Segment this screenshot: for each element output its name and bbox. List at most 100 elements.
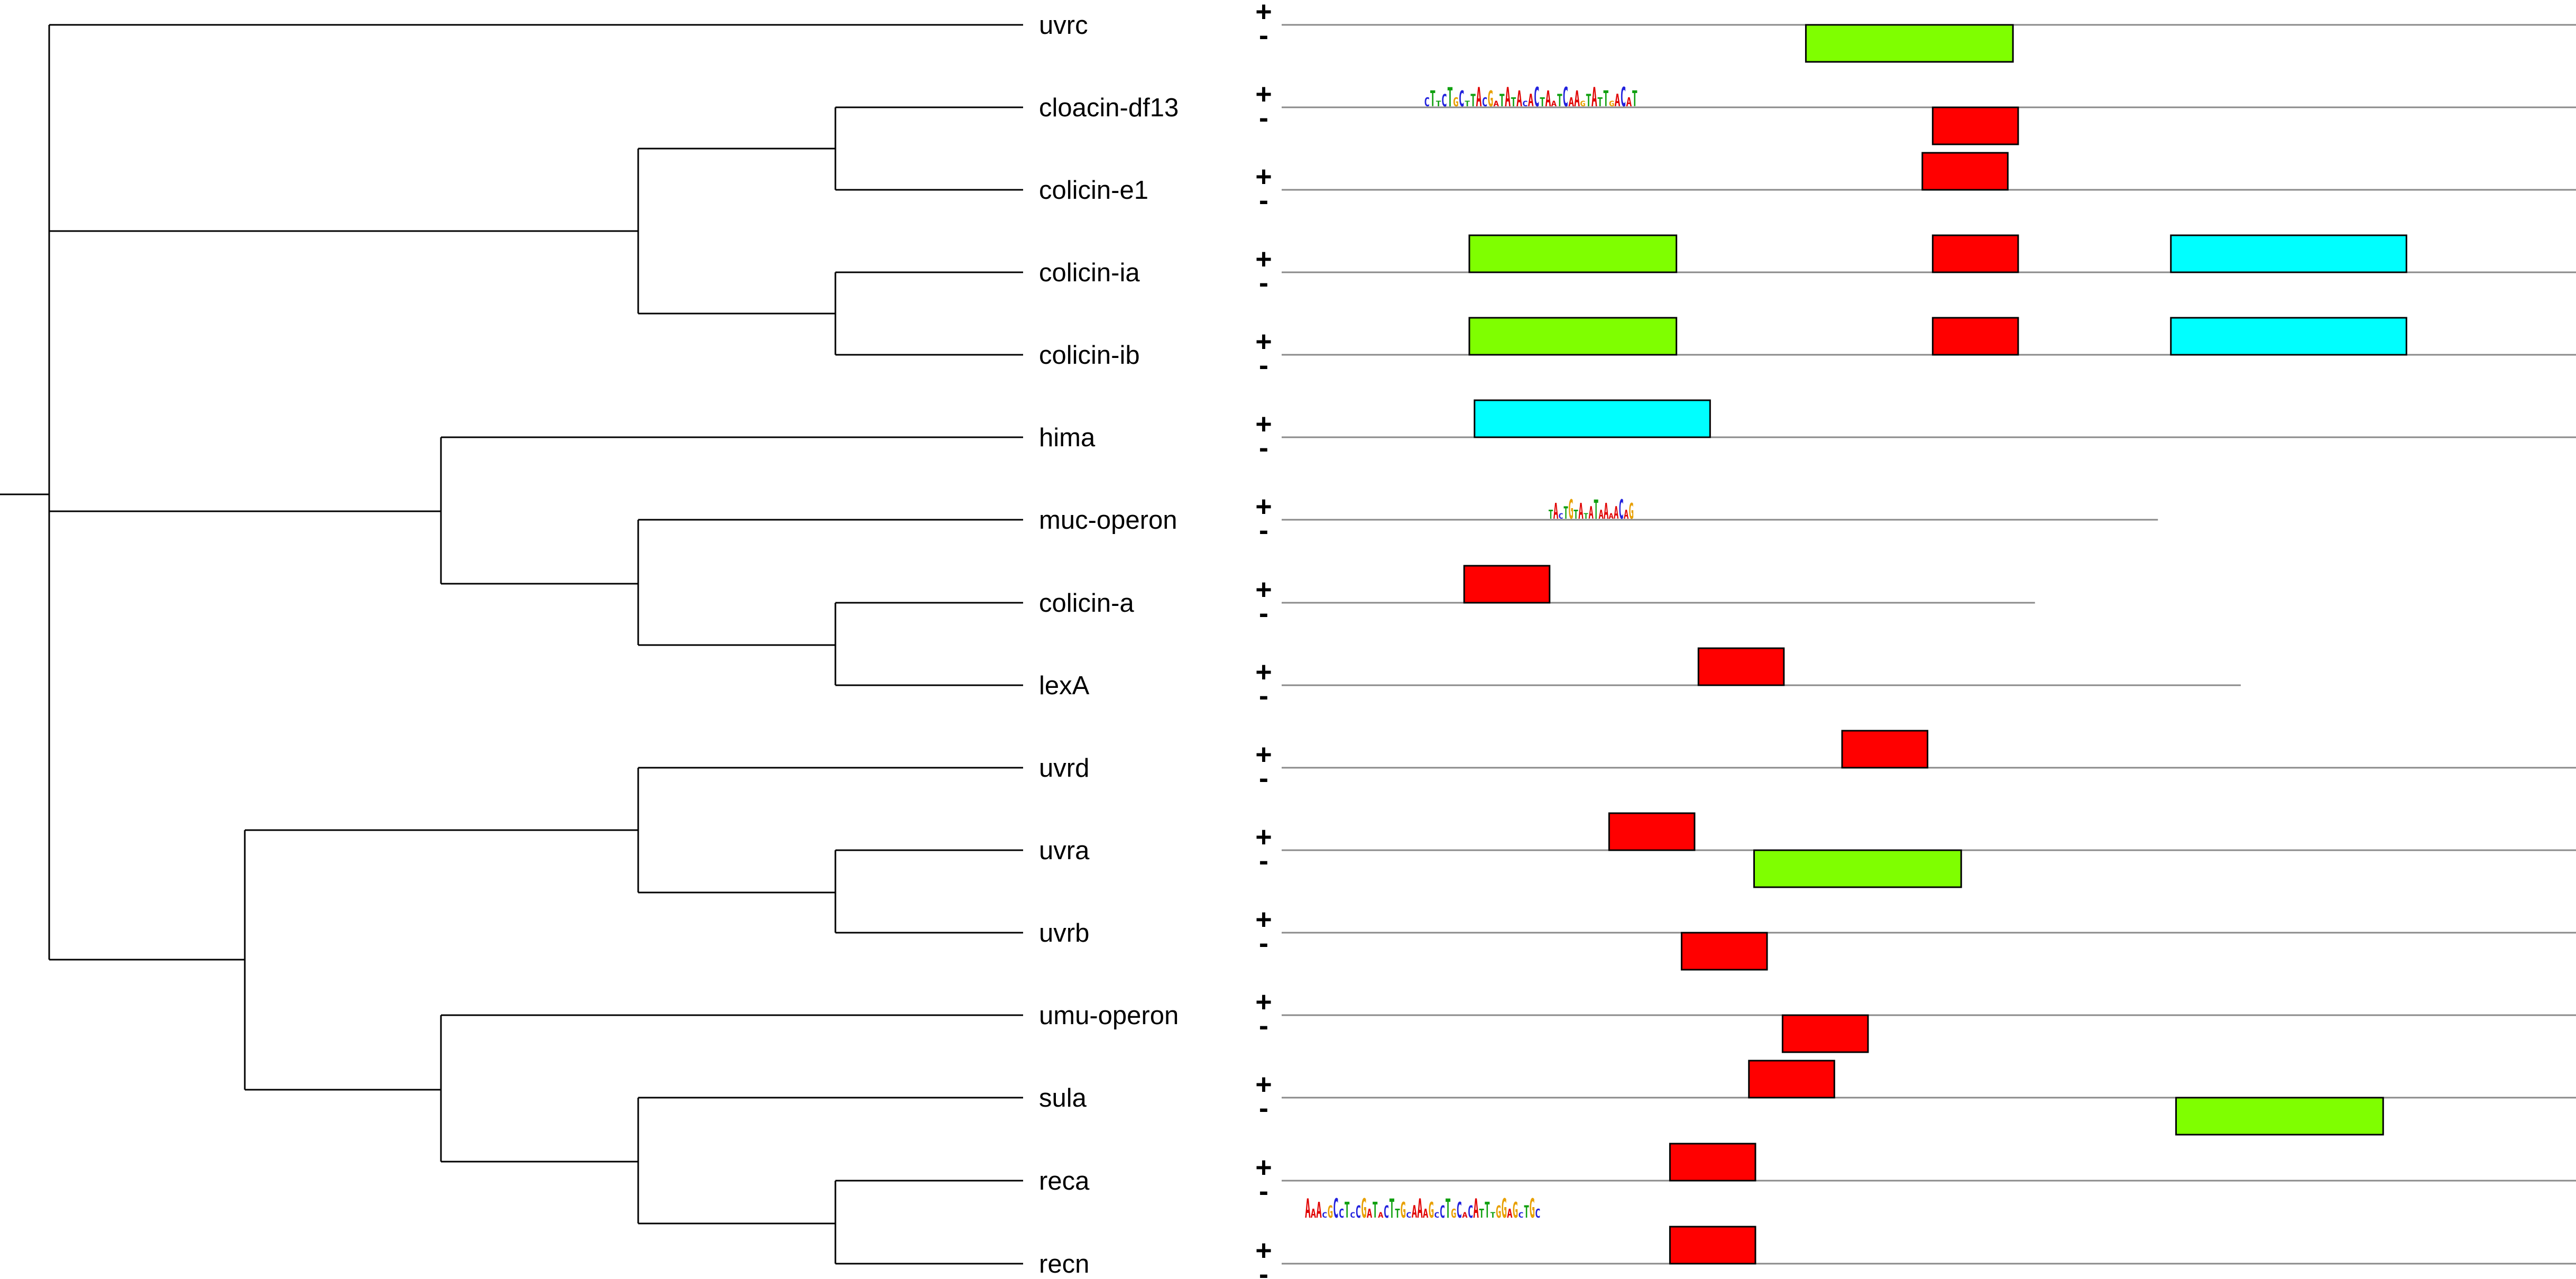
leaf-label-colicin-ib: colicin-ib — [1039, 341, 1140, 370]
logo-letter: A — [1476, 82, 1482, 113]
motif-box-red — [1931, 317, 2019, 356]
logo-letter: G — [1428, 1198, 1434, 1223]
logo-letter: A — [1316, 1198, 1322, 1223]
logo-letter: T — [1479, 1207, 1485, 1221]
strand-minus-marker: - — [1259, 1258, 1268, 1279]
logo-letter: A — [1608, 512, 1614, 521]
logo-letter: A — [1493, 100, 1499, 108]
strand-plus-marker: + — [1255, 904, 1272, 935]
logo-letter: G — [1529, 1193, 1535, 1224]
logo-letter: C — [1459, 86, 1465, 112]
motif-box-green — [1468, 317, 1678, 356]
logo-letter: T — [1524, 1202, 1530, 1222]
strand-minus-marker: - — [1259, 432, 1268, 464]
logo-letter: C — [1558, 512, 1563, 521]
logo-letter: G — [1487, 86, 1493, 112]
logo-letter: A — [1626, 96, 1632, 109]
leaf-label-sula: sula — [1039, 1084, 1087, 1112]
logo-letter: T — [1584, 512, 1589, 521]
logo-letter: G — [1400, 1198, 1406, 1223]
logo-letter: T — [1465, 100, 1470, 108]
motif-box-cyan — [2170, 317, 2407, 356]
logo-letter: C — [1562, 82, 1568, 113]
logo-letter: G — [1327, 1202, 1333, 1222]
strand-minus-marker: - — [1259, 1010, 1268, 1042]
motif-box-cyan — [1474, 399, 1711, 438]
leaf-label-colicin-ia: colicin-ia — [1039, 259, 1140, 287]
logo-letter: A — [1604, 499, 1609, 524]
logo-letter: T — [1490, 1211, 1496, 1220]
logo-letter: A — [1473, 1193, 1479, 1224]
logo-letter: C — [1620, 82, 1626, 113]
logo-letter: C — [1424, 96, 1430, 109]
logo-letter: A — [1507, 1207, 1513, 1221]
logo-letter: A — [1598, 508, 1604, 522]
logo-letter: C — [1322, 1211, 1328, 1220]
logo-letter: C — [1333, 1193, 1339, 1224]
logo-letter: T — [1485, 1198, 1491, 1223]
motif-box-green — [1468, 234, 1678, 273]
logo-letter: G — [1629, 499, 1634, 524]
strand-plus-marker: + — [1255, 986, 1272, 1018]
motif-box-red — [1748, 1060, 1835, 1099]
strand-minus-marker: - — [1259, 762, 1268, 794]
strand-plus-marker: + — [1255, 574, 1272, 605]
logo-letter: C — [1482, 96, 1487, 109]
motif-box-red — [1697, 647, 1785, 686]
logo-letter: C — [1618, 494, 1624, 525]
logo-letter: T — [1436, 100, 1441, 108]
logo-letter: C — [1339, 1207, 1345, 1221]
strand-minus-marker: - — [1259, 597, 1268, 629]
logo-letter: T — [1395, 1207, 1401, 1221]
strand-plus-marker: + — [1255, 1152, 1272, 1183]
logo-letter: T — [1597, 96, 1603, 109]
logo-letter: G — [1496, 1202, 1502, 1222]
strand-minus-marker: - — [1259, 845, 1268, 877]
logo-letter: A — [1551, 100, 1557, 108]
strand-plus-marker: + — [1255, 1069, 1272, 1100]
strand-plus-marker: + — [1255, 243, 1272, 275]
logo-letter: T — [1603, 86, 1609, 112]
logo-letter: G — [1513, 1198, 1519, 1223]
logo-letter: A — [1505, 82, 1511, 113]
logo-letter: C — [1434, 1211, 1440, 1220]
strand-plus-marker: + — [1255, 491, 1272, 522]
logo-letter: T — [1540, 96, 1545, 109]
logo-letter: G — [1501, 1193, 1507, 1224]
logo-letter: G — [1453, 96, 1459, 109]
strand-minus-marker: - — [1259, 514, 1268, 546]
logo-letter: C — [1468, 1202, 1474, 1222]
logo-letter: C — [1440, 1202, 1446, 1222]
logo-letter: T — [1511, 96, 1516, 109]
strand-minus-marker: - — [1259, 1175, 1268, 1207]
motif-box-red — [1680, 932, 1768, 971]
logo-letter: T — [1447, 82, 1453, 113]
logo-letter: T — [1557, 90, 1562, 111]
strand-plus-marker: + — [1255, 78, 1272, 110]
strand-minus-marker: - — [1259, 927, 1268, 959]
logo-letter: T — [1563, 503, 1569, 523]
leaf-label-recn: recn — [1039, 1250, 1089, 1278]
leaf-label-lexa: lexA — [1039, 671, 1090, 700]
logo-letter: A — [1545, 86, 1551, 112]
logo-letter: C — [1406, 1211, 1412, 1220]
strand-minus-marker: - — [1259, 1092, 1268, 1124]
leaf-label-uvrd: uvrd — [1039, 754, 1089, 783]
leaf-label-colicin-a: colicin-a — [1039, 589, 1134, 618]
logo-letter: C — [1535, 1207, 1541, 1221]
logo-letter: T — [1632, 86, 1637, 112]
logo-letter: T — [1594, 494, 1599, 525]
logo-letter: C — [1456, 1198, 1462, 1223]
strand-minus-marker: - — [1259, 20, 1268, 51]
logo-letter: C — [1534, 82, 1540, 113]
strand-plus-marker: + — [1255, 1235, 1272, 1266]
logo-letter: C — [1518, 1211, 1524, 1220]
logo-letter: A — [1614, 503, 1619, 523]
leaf-label-hima: hima — [1039, 424, 1096, 452]
logo-letter: T — [1445, 1193, 1451, 1224]
logo-letter: T — [1470, 90, 1476, 111]
leaf-label-colicin-e1: colicin-e1 — [1039, 176, 1148, 205]
logo-letter: A — [1412, 1202, 1418, 1222]
